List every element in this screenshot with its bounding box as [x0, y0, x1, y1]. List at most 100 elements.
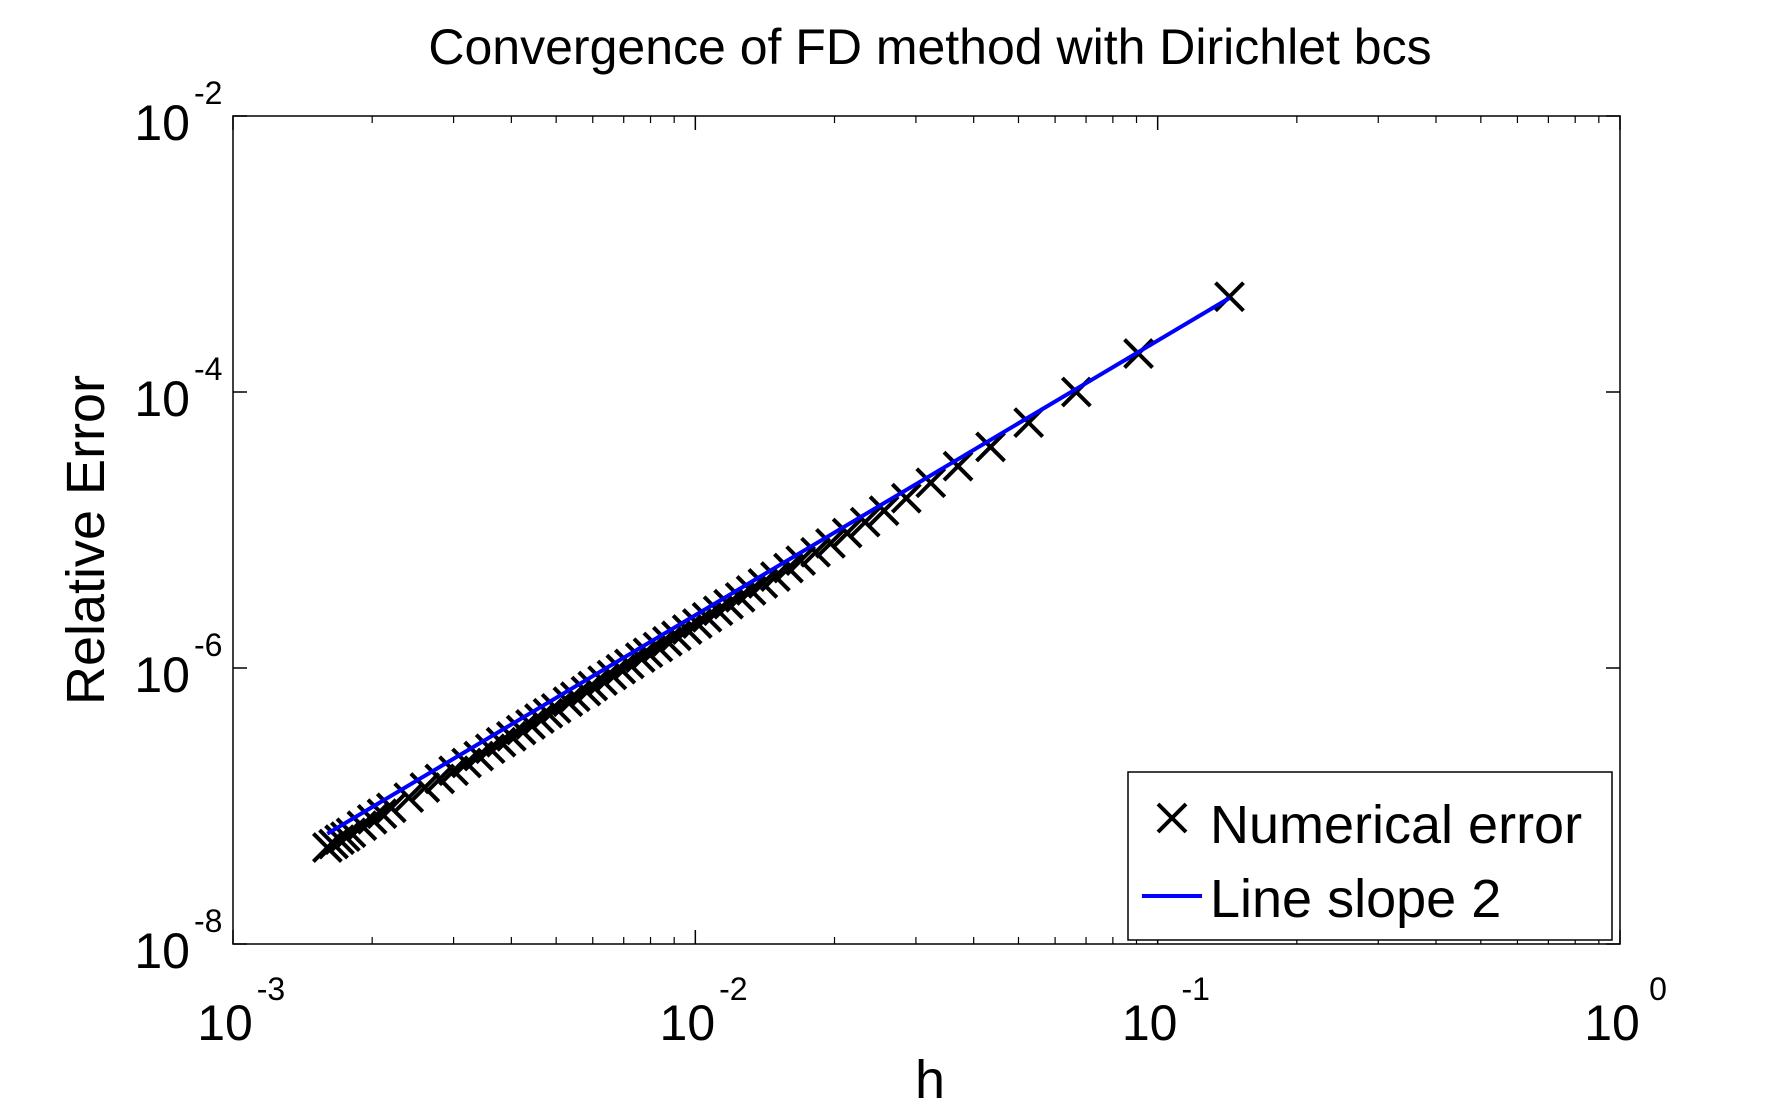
x-marker-stroke: [942, 450, 974, 482]
x-marker-stroke: [642, 631, 674, 663]
x-tick-label-exponent: -2: [719, 971, 747, 1007]
data-point-numerical-error: [868, 495, 900, 527]
x-tick-label: 100: [1584, 971, 1667, 1051]
legend-label-numerical-error: Numerical error: [1210, 795, 1582, 855]
x-marker-stroke: [651, 625, 683, 657]
data-point-numerical-error: [849, 506, 881, 538]
data-point-numerical-error: [409, 772, 441, 803]
x-marker-stroke: [915, 467, 947, 499]
x-tick-label-base: 10: [660, 995, 716, 1051]
chart-title: Convergence of FD method with Dirichlet …: [428, 19, 1431, 75]
data-point-numerical-error: [515, 709, 546, 740]
data-point-numerical-error: [831, 517, 863, 549]
data-point-numerical-error: [366, 798, 398, 830]
data-point-numerical-error: [651, 625, 683, 657]
x-marker-stroke: [773, 552, 804, 584]
x-tick-label: 10-2: [660, 971, 748, 1051]
data-point-numerical-error: [975, 431, 1006, 463]
x-tick-label-base: 10: [1122, 995, 1178, 1051]
data-point-numerical-error: [596, 659, 628, 691]
x-marker-stroke: [975, 431, 1006, 463]
x-tick-label-base: 10: [1584, 995, 1640, 1051]
data-point-numerical-error: [632, 637, 664, 669]
y-tick-label: 10-2: [134, 75, 222, 151]
x-marker-stroke: [800, 536, 831, 568]
x-tick-label: 10-3: [197, 971, 285, 1051]
data-point-numerical-error: [613, 648, 645, 680]
data-point-numerical-error: [532, 697, 564, 729]
x-marker-stroke: [1214, 281, 1245, 313]
x-tick-label-exponent: 0: [1649, 971, 1667, 1007]
data-point-numerical-error: [642, 631, 674, 663]
y-tick-label: 10-4: [134, 351, 222, 427]
x-marker-stroke: [613, 648, 645, 680]
x-marker-stroke: [849, 506, 881, 538]
x-marker-stroke: [532, 697, 564, 729]
x-marker-stroke: [815, 527, 846, 559]
y-tick-label-exponent: -4: [194, 351, 222, 387]
legend: Numerical error Line slope 2: [1127, 771, 1613, 941]
legend-label-line-slope-2: Line slope 2: [1210, 869, 1501, 929]
y-tick-label-exponent: -6: [194, 627, 222, 663]
data-point-numerical-error: [311, 832, 343, 863]
data-point-numerical-error: [540, 692, 572, 724]
y-tick-label-exponent: -8: [194, 903, 222, 939]
x-marker-stroke: [524, 703, 555, 734]
x-tick-label-exponent: -1: [1181, 971, 1209, 1007]
x-tick-label: 10-1: [1122, 971, 1210, 1051]
data-point-numerical-error: [605, 653, 637, 685]
y-tick-label-base: 10: [134, 647, 190, 703]
x-marker-stroke: [393, 782, 425, 814]
legend-entry-numerical-error: Numerical error: [1156, 795, 1582, 855]
x-marker-stroke: [660, 620, 692, 652]
series-line-slope-2: [326, 296, 1231, 836]
x-axis-label: h: [915, 1050, 945, 1110]
x-marker-stroke: [587, 665, 618, 697]
legend-x-marker: [1156, 802, 1188, 834]
y-tick-label-base: 10: [134, 923, 190, 979]
x-marker-stroke: [605, 653, 637, 685]
data-point-numerical-error: [890, 482, 922, 514]
x-marker-stroke: [311, 832, 343, 863]
x-marker-stroke: [831, 517, 863, 549]
data-point-numerical-error: [915, 467, 947, 499]
legend-box: [1127, 771, 1613, 941]
x-marker-stroke: [540, 692, 572, 724]
data-point-numerical-error: [660, 620, 692, 652]
x-tick-label-base: 10: [197, 995, 253, 1051]
x-marker-stroke: [438, 755, 470, 787]
data-point-numerical-error: [587, 665, 618, 697]
y-tick-label: 10-8: [134, 903, 222, 979]
data-point-numerical-error: [424, 763, 456, 795]
data-point-numerical-error: [800, 536, 831, 568]
x-marker-stroke: [890, 482, 922, 514]
x-marker-stroke: [409, 772, 441, 803]
x-marker-stroke: [515, 709, 546, 740]
y-axis-label: Relative Error: [56, 375, 116, 705]
plot-area: [311, 281, 1245, 863]
legend-entry-line-slope-2: Line slope 2: [1142, 869, 1501, 929]
x-marker-stroke: [596, 659, 628, 691]
x-marker-stroke: [424, 763, 456, 795]
plot-frame: [232, 115, 1621, 945]
data-point-numerical-error: [815, 527, 846, 559]
y-tick-label-base: 10: [134, 371, 190, 427]
data-point-numerical-error: [524, 703, 555, 734]
x-tick-label-exponent: -3: [257, 971, 285, 1007]
data-point-numerical-error: [942, 450, 974, 482]
y-tick-label: 10-6: [134, 627, 222, 703]
x-marker-stroke: [868, 495, 900, 527]
data-point-numerical-error: [393, 782, 425, 814]
data-point-numerical-error: [375, 792, 407, 824]
data-point-numerical-error: [1214, 281, 1245, 313]
x-marker-stroke: [632, 637, 664, 669]
x-marker-stroke: [366, 798, 398, 830]
data-point-numerical-error: [773, 552, 804, 584]
data-point-numerical-error: [438, 755, 470, 787]
x-marker-stroke: [375, 792, 407, 824]
y-tick-label-base: 10: [134, 95, 190, 151]
y-tick-label-exponent: -2: [194, 75, 222, 111]
